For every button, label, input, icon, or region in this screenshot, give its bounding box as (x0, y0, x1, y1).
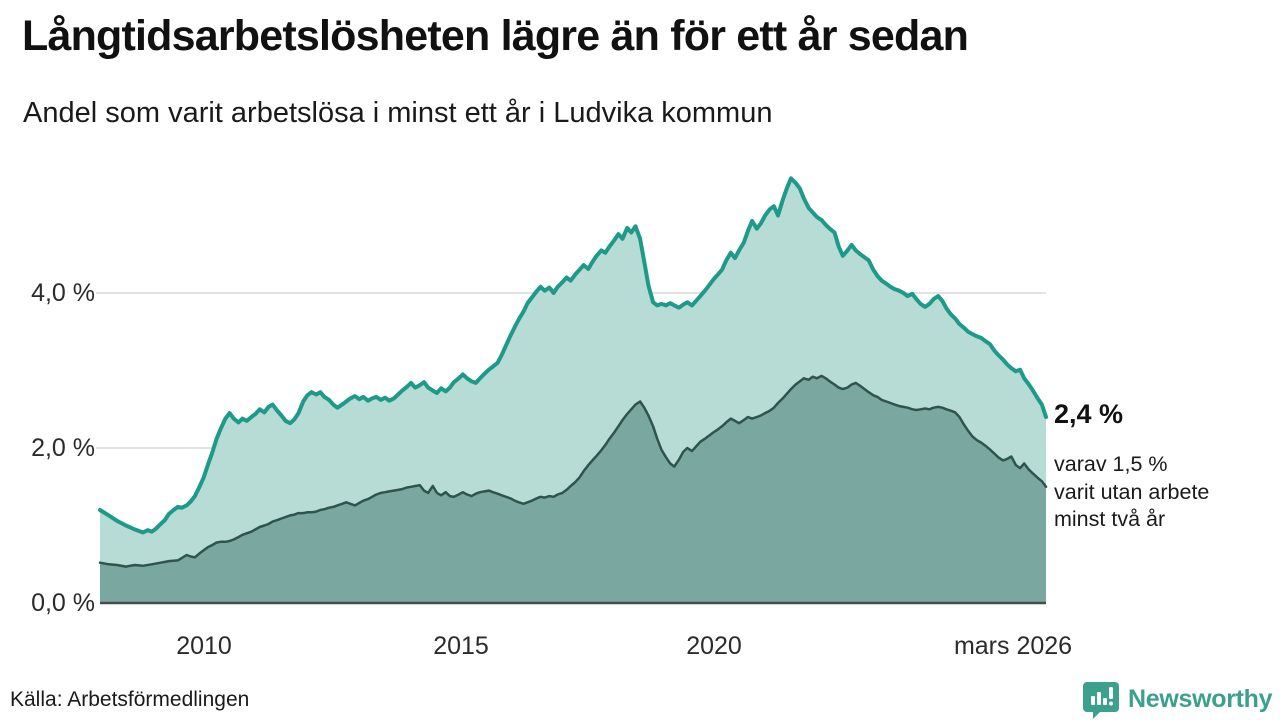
x-tick-mars-2026: mars 2026 (953, 632, 1073, 660)
y-tick-0: 0,0 % (31, 589, 95, 617)
latest-value-label: 2,4 % (1054, 399, 1124, 429)
source-attribution: Källa: Arbetsförmedlingen (10, 688, 250, 711)
y-tick-4: 4,0 % (31, 279, 95, 307)
x-tick-2020: 2020 (686, 632, 742, 660)
secondary-value-label: varav 1,5 % varit utan arbete minst två … (1054, 452, 1210, 532)
x-tick-2010: 2010 (176, 632, 232, 660)
newsworthy-logo-icon (1082, 679, 1120, 719)
chart-subtitle: Andel som varit arbetslösa i minst ett å… (23, 97, 773, 129)
newsworthy-wordmark: Newsworthy (1128, 684, 1273, 713)
page-title: Långtidsarbetslösheten lägre än för ett … (22, 12, 969, 60)
x-tick-2015: 2015 (433, 632, 489, 660)
newsworthy-brand: Newsworthy (1082, 679, 1273, 719)
y-tick-2: 2,0 % (31, 434, 95, 462)
